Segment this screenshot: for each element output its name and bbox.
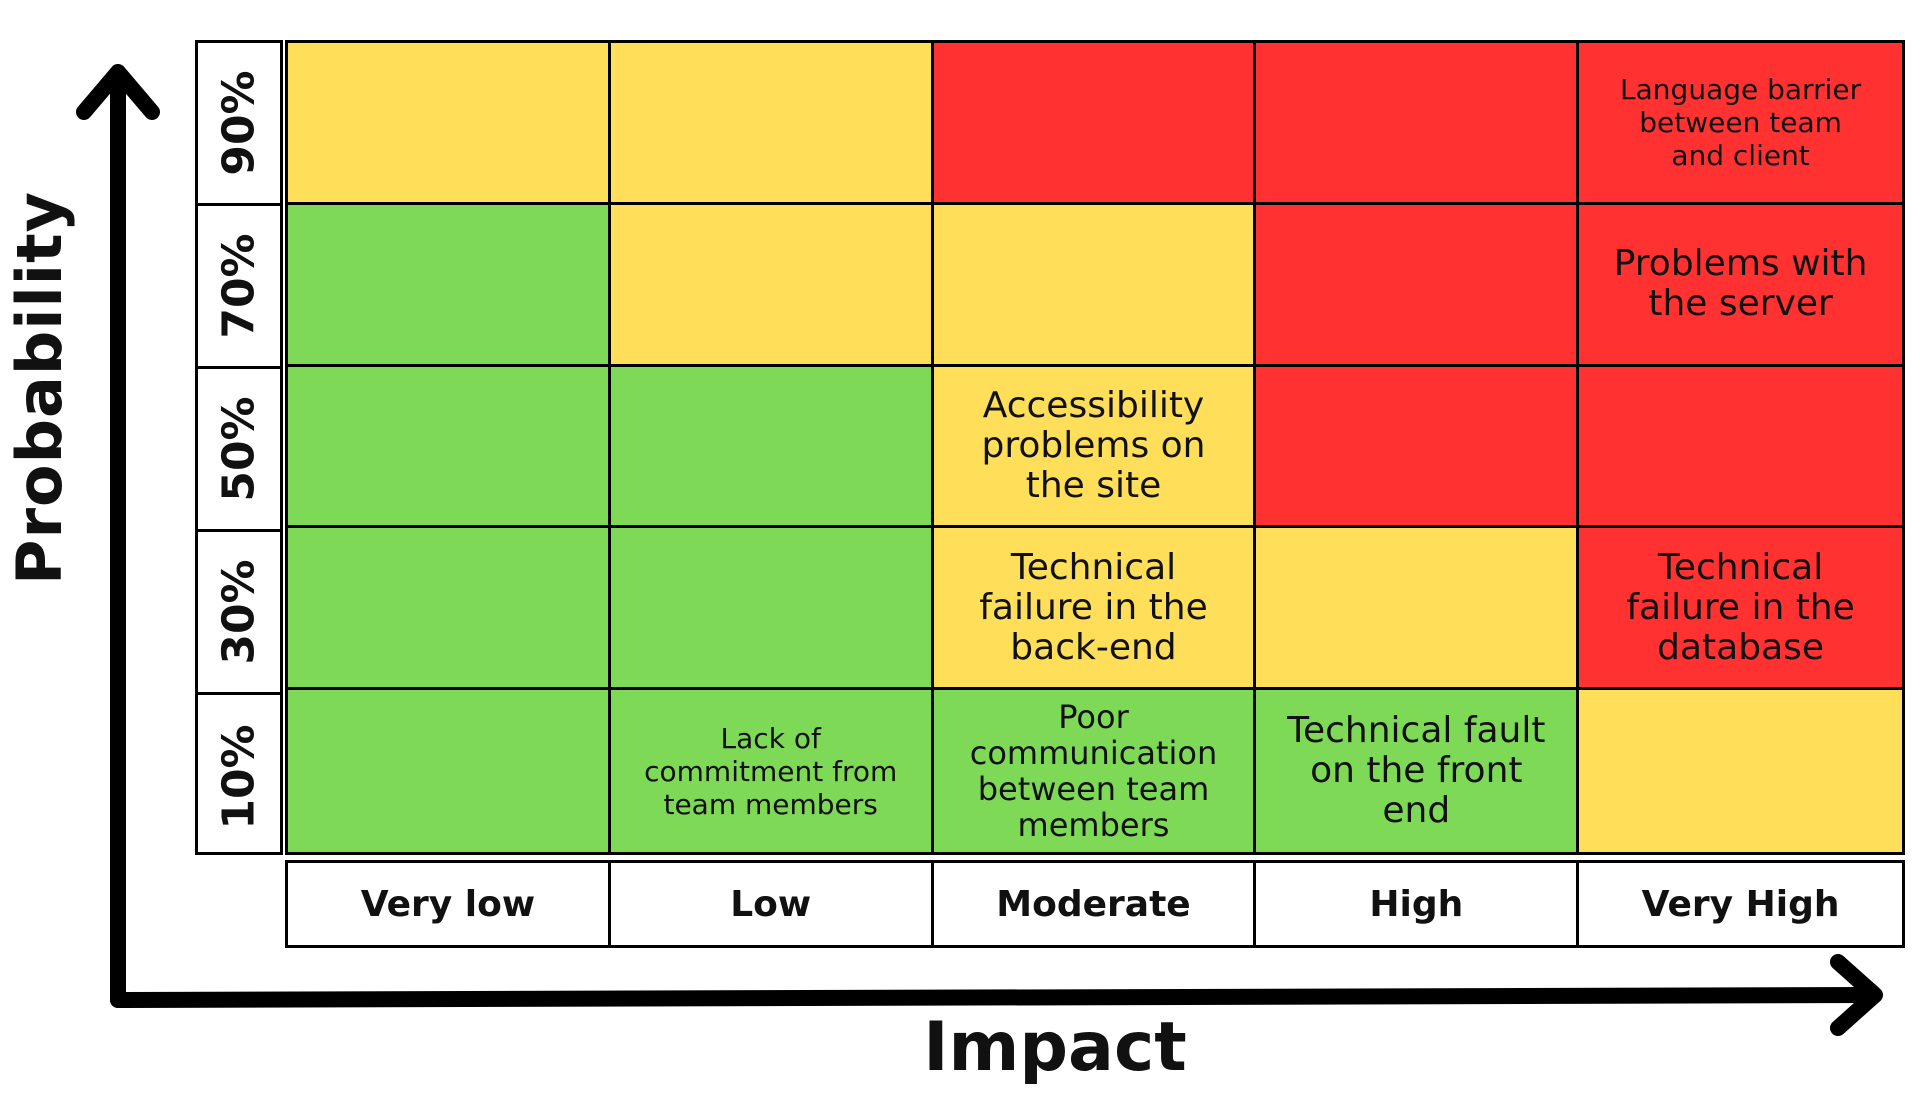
impact-label: Moderate <box>934 863 1257 945</box>
risk-label: Accessibility problems on the site <box>981 384 1206 506</box>
x-axis-label: Impact <box>923 1008 1187 1087</box>
matrix-cell-red: Technical failure in the database <box>1579 528 1902 691</box>
y-axis-label: Probability <box>3 190 76 585</box>
matrix-cell-green <box>288 204 611 367</box>
matrix-cell-green: Lack of commitment from team members <box>610 690 934 852</box>
x-axis-arrow <box>110 987 1880 1008</box>
probability-cell: 50% <box>198 369 280 532</box>
matrix-cell-green <box>288 528 611 691</box>
y-axis-arrowhead <box>76 64 160 120</box>
risk-label: Technical fault on the front end <box>1287 710 1546 832</box>
probability-cell: 70% <box>198 206 280 369</box>
matrix-cell-red <box>1256 204 1580 367</box>
impact-label: High <box>1256 863 1580 945</box>
impact-label: Very low <box>288 863 611 945</box>
matrix-cell-yellow <box>610 43 934 205</box>
matrix-cell-green <box>288 366 611 529</box>
matrix-cell-red <box>933 43 1257 205</box>
matrix-cell-yellow <box>288 43 611 205</box>
risk-label: Problems with the server <box>1613 243 1868 325</box>
impact-label: Low <box>611 863 934 945</box>
matrix-cell-yellow <box>1256 528 1580 691</box>
matrix-cell-green: Poor communication between team members <box>933 690 1257 852</box>
probability-label: 50% <box>213 396 265 502</box>
impact-scale: Very low Low Moderate High Very High <box>285 860 1905 948</box>
matrix-cell-green <box>288 690 611 852</box>
probability-cell: 30% <box>198 532 280 695</box>
risk-matrix: Language barrier between team and client… <box>285 40 1905 855</box>
matrix-cell-red <box>1256 366 1580 529</box>
risk-label: Technical failure in the back-end <box>979 546 1208 668</box>
matrix-cell-yellow: Technical failure in the back-end <box>933 528 1257 691</box>
matrix-cell-yellow <box>1579 690 1902 852</box>
probability-label: 70% <box>213 233 265 339</box>
matrix-cell-yellow <box>933 204 1257 367</box>
matrix-cell-yellow: Accessibility problems on the site <box>933 366 1257 529</box>
matrix-cell-green <box>610 528 934 691</box>
impact-label: Very High <box>1641 883 1840 925</box>
risk-label: Language barrier between team and client <box>1620 72 1862 172</box>
matrix-cell-green: Technical fault on the front end <box>1256 690 1580 852</box>
probability-label: 90% <box>213 70 265 176</box>
risk-label: Lack of commitment from team members <box>644 721 898 821</box>
matrix-cell-red: Language barrier between team and client <box>1579 43 1902 205</box>
probability-label: 10% <box>213 723 265 830</box>
risk-label: Poor communication between team members <box>969 698 1218 845</box>
probability-cell: 90% <box>198 43 280 206</box>
risk-label: Technical failure in the database <box>1626 546 1855 668</box>
matrix-cell-red: Problems with the server <box>1579 204 1902 367</box>
matrix-cell-red <box>1579 366 1902 529</box>
probability-label: 30% <box>213 559 265 665</box>
matrix-cell-yellow <box>610 204 934 367</box>
probability-cell: 10% <box>198 695 280 858</box>
matrix-cell-red <box>1256 43 1580 205</box>
matrix-cell-green <box>610 366 934 529</box>
probability-scale: 90% 70% 50% 30% 10% <box>195 40 283 855</box>
x-axis-arrowhead <box>1830 954 1883 1036</box>
